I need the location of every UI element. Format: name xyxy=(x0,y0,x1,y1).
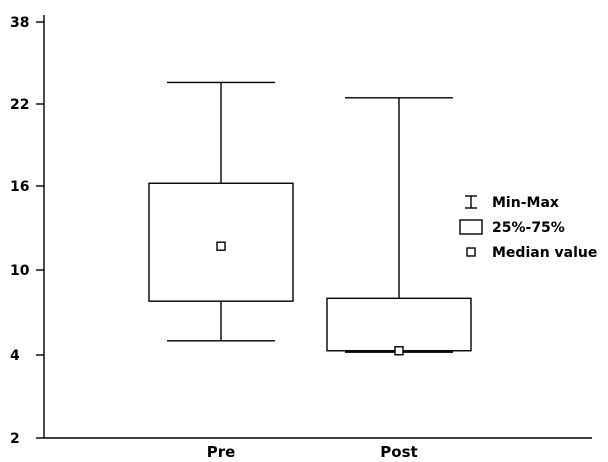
y-tick-label: 38 xyxy=(10,15,29,31)
legend-label: Min-Max xyxy=(492,195,559,211)
y-axis-ticks: 2 4 10 16 22 38 xyxy=(10,15,44,447)
x-category-label-pre: Pre xyxy=(207,443,236,461)
y-tick-label: 10 xyxy=(10,263,30,279)
iqr-box xyxy=(326,297,472,352)
box-series xyxy=(148,81,472,356)
median-marker xyxy=(216,241,226,251)
x-category-label-post: Post xyxy=(380,443,417,461)
legend-item-median: Median value xyxy=(466,245,597,261)
y-tick-label: 4 xyxy=(10,348,20,364)
legend-label: Median value xyxy=(492,245,597,261)
box-pre xyxy=(148,81,294,342)
y-tick-label: 16 xyxy=(10,179,29,195)
y-tick-label: 22 xyxy=(10,97,29,113)
median-marker xyxy=(394,346,404,356)
legend: Min-Max 25%-75% Median value xyxy=(459,195,597,261)
y-tick-label: 2 xyxy=(10,431,20,447)
box-post xyxy=(326,97,472,356)
legend-item-box: 25%-75% xyxy=(459,219,565,236)
legend-item-min-max: Min-Max xyxy=(465,195,559,211)
legend-label: 25%-75% xyxy=(492,220,565,236)
x-axis-categories: Pre Post xyxy=(207,443,418,461)
